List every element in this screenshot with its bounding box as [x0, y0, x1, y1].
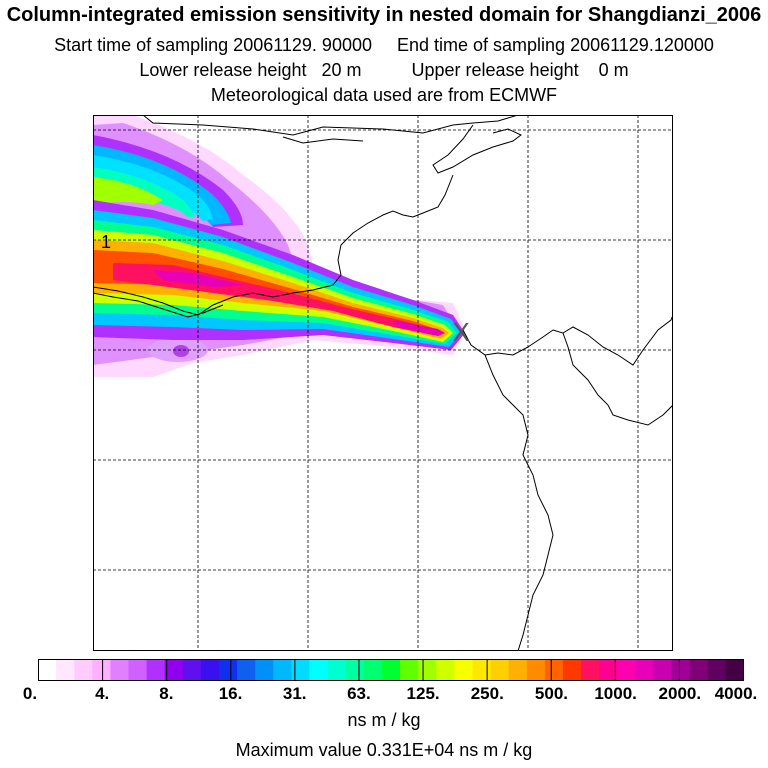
colorbar-units: ns m / kg	[347, 710, 421, 730]
colorbar-swatch	[164, 659, 184, 681]
colorbar-swatch	[472, 659, 492, 681]
colorbar-swatch	[309, 659, 329, 681]
colorbar-tick-label: 4.	[95, 684, 110, 703]
colorbar-tick-label: 31.	[282, 684, 307, 703]
colorbar-tick-label: 4000.	[714, 684, 758, 703]
colorbar-swatch	[581, 659, 600, 681]
colorbar-tick-label: 16.	[218, 684, 243, 703]
colorbar-swatch	[38, 659, 57, 681]
colorbar-swatch	[128, 659, 148, 681]
coastlines	[93, 115, 673, 651]
colorbar-swatch	[544, 659, 564, 681]
colorbar-swatch	[689, 659, 709, 681]
receptor-x-icon: X	[452, 317, 469, 347]
colorbar-tick-label: 125.	[406, 684, 440, 703]
sampling-times: Start time of sampling 20061129. 90000 E…	[54, 35, 714, 55]
colorbar-swatch	[237, 659, 256, 681]
colorbar-swatch	[56, 659, 75, 681]
colorbar-swatch	[436, 659, 455, 681]
colorbar-swatch	[562, 659, 582, 681]
colorbar-swatch	[363, 659, 383, 681]
release-heights: Lower release height 20 m Upper release …	[139, 60, 629, 80]
colorbar-swatch	[110, 659, 130, 681]
colorbar-swatch	[345, 659, 365, 681]
colorbar-swatch	[182, 659, 202, 681]
colorbar	[38, 659, 744, 681]
colorbar-swatch	[418, 659, 437, 681]
colorbar-swatch	[617, 659, 636, 681]
colorbar-tick-label: 63.	[347, 684, 371, 703]
colorbar-swatch	[490, 659, 510, 681]
colorbar-swatch	[707, 659, 727, 681]
colorbar-swatch	[381, 659, 401, 681]
plot-title: Column-integrated emission sensitivity i…	[6, 4, 762, 26]
colorbar-swatch	[291, 659, 311, 681]
colorbar-swatch	[454, 659, 473, 681]
colorbar-swatch	[653, 659, 673, 681]
sensitivity-map: X 1	[93, 115, 673, 651]
colorbar-swatch	[725, 659, 744, 681]
colorbar-swatch	[400, 659, 419, 681]
lat-lon-grid	[93, 115, 673, 651]
colorbar-swatch	[508, 659, 528, 681]
colorbar-tick-label: 0.	[22, 684, 38, 703]
colorbar-tick-label: 8.	[159, 684, 174, 703]
colorbar-swatch	[599, 659, 618, 681]
colorbar-swatch	[200, 659, 220, 681]
colorbar-swatch	[92, 659, 111, 681]
colorbar-swatch	[219, 659, 238, 681]
colorbar-swatch	[671, 659, 691, 681]
colorbar-swatch	[146, 659, 166, 681]
colorbar-swatch	[255, 659, 274, 681]
colorbar-tick-label: 2000.	[658, 684, 702, 703]
plume-arc	[93, 135, 243, 227]
colorbar-swatch	[635, 659, 654, 681]
colorbar-tick-label: 1000.	[594, 684, 637, 703]
colorbar-swatch	[526, 659, 546, 681]
colorbar-swatch	[273, 659, 292, 681]
colorbar-tick-label: 250.	[470, 684, 504, 703]
meteo-source: Meteorological data used are from ECMWF	[210, 85, 558, 105]
receptor-marker: X	[452, 317, 469, 347]
plume-main	[93, 200, 465, 350]
station-label: 1	[101, 232, 111, 252]
maximum-value: Maximum value 0.331E+04 ns m / kg	[235, 740, 533, 760]
colorbar-tick-label: 500.	[534, 684, 568, 703]
colorbar-swatch	[327, 659, 347, 681]
colorbar-swatch	[74, 659, 93, 681]
